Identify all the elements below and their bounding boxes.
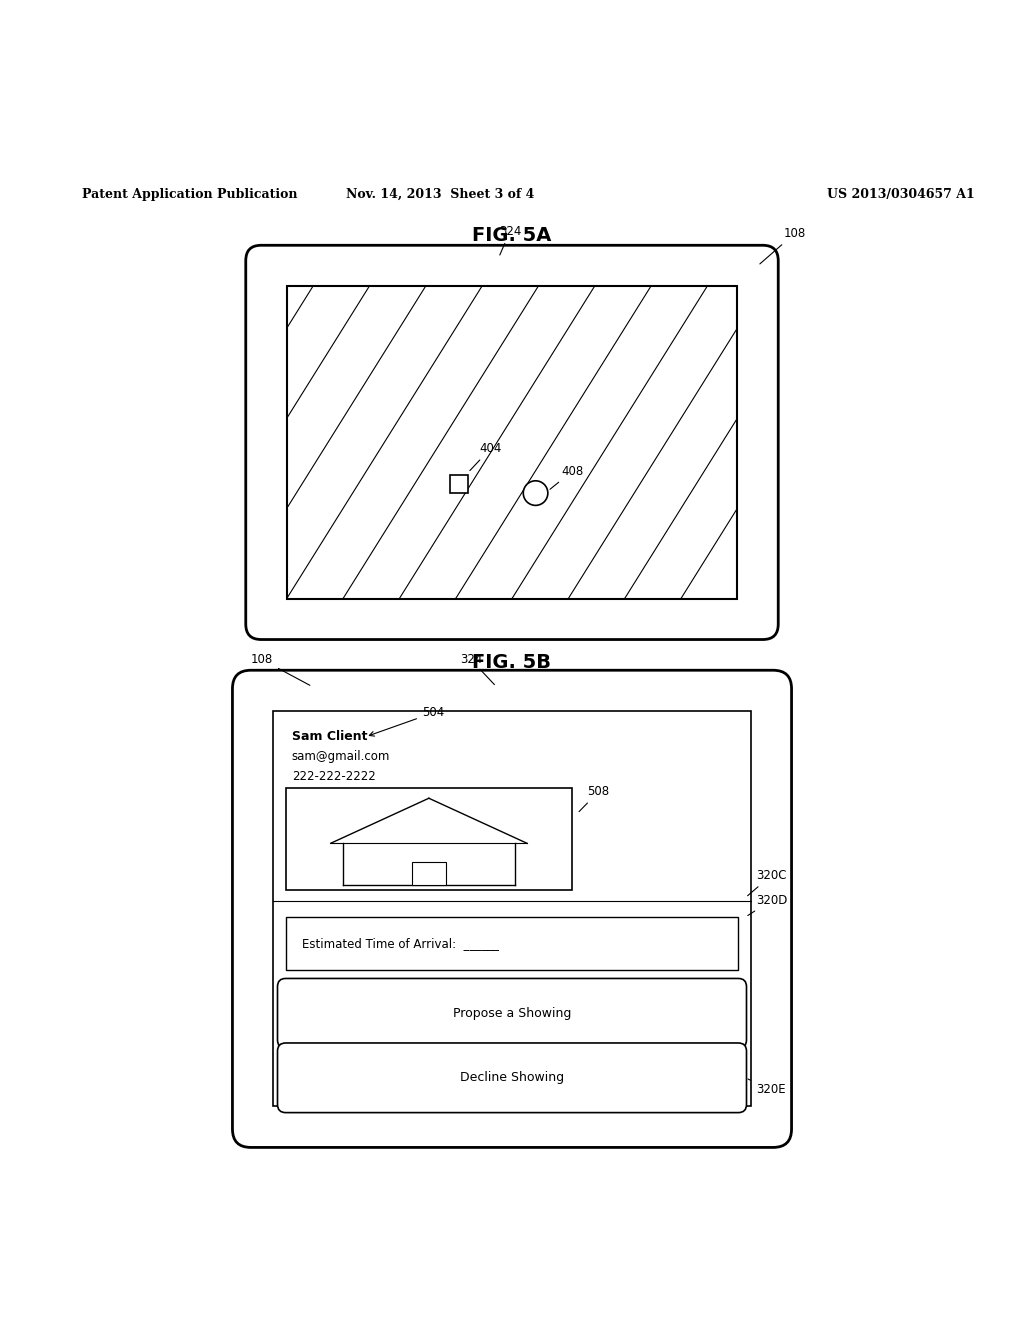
Text: 324: 324 [460,653,495,685]
Circle shape [523,480,548,506]
Text: 222-222-2222: 222-222-2222 [292,770,376,783]
Text: Sam Client: Sam Client [292,730,368,743]
Text: Decline Showing: Decline Showing [460,1072,564,1084]
Text: 108: 108 [251,653,310,685]
Bar [450,475,468,494]
Bar [286,917,738,970]
Bar [287,286,737,598]
FancyBboxPatch shape [278,978,746,1048]
Text: sam@gmail.com: sam@gmail.com [292,750,390,763]
Text: 324: 324 [499,226,521,255]
Text: 508: 508 [579,785,609,812]
Bar [286,788,572,891]
Text: Propose a Showing: Propose a Showing [453,1007,571,1020]
Text: 108: 108 [760,227,806,264]
Text: FIG. 5A: FIG. 5A [472,226,552,244]
Text: Estimated Time of Arrival:  ______: Estimated Time of Arrival: ______ [302,937,499,950]
Text: US 2013/0304657 A1: US 2013/0304657 A1 [827,187,975,201]
FancyBboxPatch shape [246,246,778,639]
Text: 408: 408 [550,465,584,490]
FancyBboxPatch shape [278,1043,746,1113]
Bar [273,711,751,1106]
Text: 320C: 320C [748,869,786,896]
Text: Nov. 14, 2013  Sheet 3 of 4: Nov. 14, 2013 Sheet 3 of 4 [346,187,535,201]
Text: 404: 404 [470,442,502,471]
Text: 320D: 320D [748,894,787,916]
Text: Patent Application Publication: Patent Application Publication [82,187,297,201]
Text: 320E: 320E [748,1078,785,1096]
FancyBboxPatch shape [232,671,792,1147]
Bar [287,286,737,598]
Text: 504: 504 [370,706,444,737]
Text: FIG. 5B: FIG. 5B [472,652,552,672]
Bar [412,862,446,886]
